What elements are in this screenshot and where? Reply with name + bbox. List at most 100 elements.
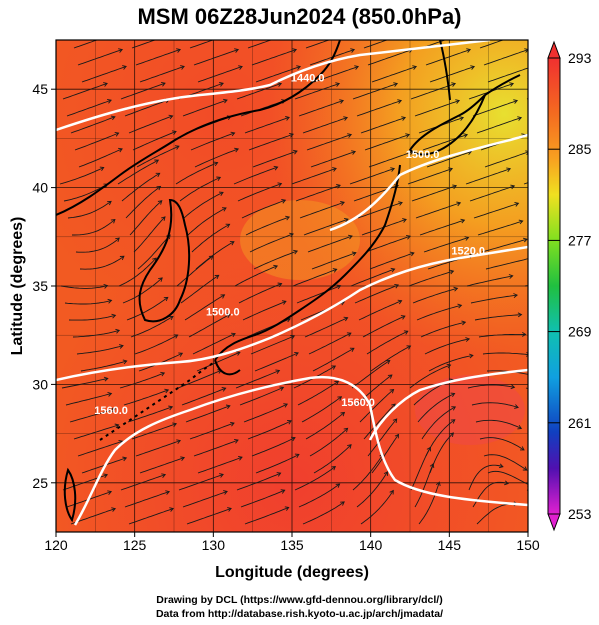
streamline	[481, 238, 528, 253]
streamline-arrow	[161, 81, 166, 87]
streamline	[135, 49, 181, 66]
streamline-arrow	[508, 274, 514, 279]
streamline-arrow	[107, 391, 113, 397]
streamline-arrow	[520, 32, 524, 36]
streamline-arrow	[289, 232, 294, 238]
streamline	[123, 389, 169, 406]
streamline-arrow	[276, 472, 282, 477]
streamline-arrow	[448, 167, 454, 172]
colorbar-scale	[547, 57, 561, 515]
streamline-arrow	[156, 185, 162, 191]
streamline-arrow	[213, 161, 219, 167]
streamline-arrow	[287, 420, 292, 425]
streamline	[182, 490, 228, 508]
streamline	[476, 117, 522, 134]
streamline	[310, 151, 356, 168]
streamline-arrow	[520, 446, 525, 451]
streamline	[351, 360, 391, 389]
streamline	[294, 83, 340, 100]
streamline-arrow	[451, 82, 457, 87]
footer-credit: Drawing by DCL (https://www.gfd-dennou.o…	[156, 594, 443, 606]
streamline-arrow	[587, 377, 591, 381]
colorbar-tick-label: 253	[568, 506, 592, 522]
streamline-arrow	[459, 116, 465, 121]
streamline	[78, 148, 123, 168]
y-tick-label: 25	[32, 475, 48, 491]
contour-label: 1500.0	[206, 307, 240, 319]
streamline-arrow	[340, 411, 346, 417]
streamline-arrow	[219, 82, 224, 87]
streamline	[175, 162, 218, 185]
streamline	[69, 408, 116, 423]
streamline	[129, 200, 163, 236]
streamline	[360, 490, 394, 525]
y-axis-title: Latitude (degrees)	[9, 217, 26, 356]
streamline-arrow	[118, 344, 124, 349]
streamline-arrow	[405, 133, 411, 138]
streamline	[76, 345, 124, 355]
streamline	[59, 167, 104, 185]
colorbar-tick-label: 293	[568, 50, 592, 66]
streamline-arrow	[234, 48, 240, 53]
streamline-arrow	[114, 131, 120, 137]
streamline-arrow	[348, 234, 353, 240]
streamline-arrow	[234, 147, 240, 153]
streamline	[363, 403, 396, 440]
streamline	[297, 380, 339, 406]
streamline	[133, 216, 166, 253]
streamline-arrow	[292, 48, 298, 53]
streamline	[415, 202, 461, 219]
streamline-arrow	[394, 433, 399, 439]
streamline	[191, 223, 230, 253]
streamline	[422, 134, 468, 151]
streamline-arrow	[103, 283, 109, 289]
streamline-arrow	[221, 387, 227, 392]
streamline	[355, 374, 393, 406]
streamline-arrow	[346, 332, 352, 337]
streamline	[424, 338, 470, 355]
streamline-arrow	[350, 48, 356, 53]
streamline-arrow	[172, 32, 176, 36]
colorbar-min-arrow	[547, 513, 561, 532]
streamline-arrow	[456, 201, 462, 207]
streamline-arrow	[340, 201, 345, 206]
streamline	[121, 172, 160, 202]
streamline	[423, 237, 469, 253]
streamline	[296, 285, 341, 304]
contour-labels: 1440.0 1500.0 1500.0 1520.0 1560.0 1560.0	[94, 72, 485, 417]
streamline-arrow	[284, 506, 290, 511]
streamline	[354, 284, 399, 304]
streamline-arrow	[336, 184, 341, 189]
streamline-arrow	[279, 386, 285, 391]
streamline	[188, 313, 231, 338]
streamline-arrow	[446, 363, 452, 369]
streamline	[255, 454, 300, 474]
streamline	[469, 185, 515, 202]
streamline	[299, 201, 345, 219]
streamline-arrow	[178, 352, 184, 357]
streamline-arrow	[573, 202, 577, 206]
streamline-arrow	[347, 133, 353, 138]
streamline-arrow	[335, 82, 341, 87]
streamline-arrow	[579, 134, 583, 138]
streamline-arrow	[234, 438, 239, 444]
streamline	[251, 49, 297, 66]
streamline-arrow	[429, 463, 435, 468]
streamline	[139, 65, 185, 83]
streamline-arrow	[576, 316, 580, 320]
streamline	[178, 473, 224, 491]
streamline	[478, 333, 526, 338]
streamline-arrow	[103, 473, 109, 479]
streamline	[193, 49, 239, 66]
streamline-arrow	[435, 481, 441, 487]
streamline	[294, 466, 336, 491]
streamline	[233, 166, 278, 185]
streamline-arrow	[332, 167, 337, 172]
streamline	[67, 201, 112, 219]
streamline	[136, 145, 180, 168]
streamline-arrow	[281, 199, 287, 204]
streamline-arrow	[586, 66, 590, 70]
streamline-arrow	[564, 168, 568, 172]
streamline-arrow	[354, 65, 360, 70]
streamline	[190, 132, 235, 151]
